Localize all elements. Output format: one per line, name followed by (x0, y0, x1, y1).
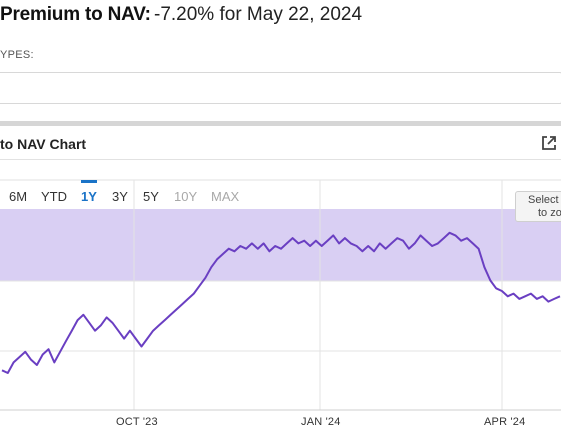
external-link-icon[interactable] (540, 134, 558, 152)
types-label: YPES: (0, 49, 34, 61)
chart-title: to NAV Chart (0, 136, 87, 152)
range-10y-button[interactable]: 10Y (174, 189, 198, 204)
range-max-button[interactable]: MAX (211, 189, 240, 204)
range-6m-button[interactable]: 6M (9, 189, 28, 204)
premium-series-line (1, 231, 561, 374)
range-3y-button[interactable]: 3Y (112, 189, 128, 204)
zoom-tooltip-line2: to zo (538, 207, 561, 219)
x-tick-oct-23: OCT '23 (116, 416, 158, 428)
zoom-tooltip: Select to zo (515, 191, 561, 222)
range-ytd-button[interactable]: YTD (41, 189, 67, 204)
section-divider (0, 121, 561, 126)
premium-header: Premium to NAV: -7.20% for May 22, 2024 (0, 0, 561, 34)
zoom-tooltip-line1: Select (528, 194, 559, 206)
range-1y-button[interactable]: 1Y (81, 180, 97, 204)
range-5y-button[interactable]: 5Y (143, 189, 159, 204)
card-separator (0, 159, 561, 160)
shaded-band (0, 209, 561, 281)
premium-label: Premium to NAV: (0, 4, 151, 25)
x-tick-jan-24: JAN '24 (301, 416, 341, 428)
types-select[interactable] (0, 72, 561, 104)
premium-value: -7.20% for May 22, 2024 (154, 4, 363, 25)
x-tick-apr-24: APR '24 (484, 416, 526, 428)
